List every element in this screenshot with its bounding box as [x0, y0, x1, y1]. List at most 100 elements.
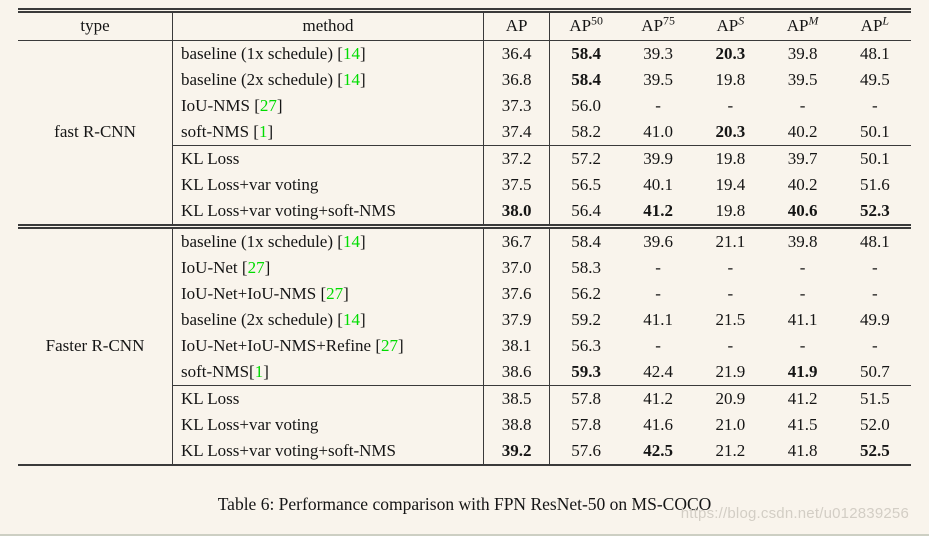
value-cell: 21.9: [715, 361, 746, 381]
watermark-text: https://blog.csdn.net/u012839256: [680, 505, 909, 522]
value-cell: 59.3: [571, 361, 601, 381]
citation-link[interactable]: 14: [342, 231, 360, 251]
citation-link[interactable]: 27: [381, 335, 399, 355]
type-cell: Faster R-CNN: [18, 224, 174, 465]
value-cell: 52.0: [859, 414, 890, 434]
table-row: IoU-Net+IoU-NMS [27] 37.6 56.2 - - - -: [18, 281, 911, 307]
value-cell: 37.4: [483, 119, 551, 146]
value-cell: 41.2: [622, 385, 695, 412]
value-cell: 19.8: [715, 69, 746, 89]
value-cell: 38.0: [483, 198, 551, 227]
value-cell: 56.4: [571, 200, 601, 220]
col-header-ap75: AP75: [622, 10, 695, 41]
table-row: KL Loss+var voting+soft-NMS 39.2 57.6 42.5 2…: [18, 438, 911, 465]
value-cell: 41.5: [787, 414, 818, 434]
col-header-ap: AP: [483, 10, 551, 41]
paper-page: type method AP AP50 AP75 APS APM APL fast R-CNN…: [0, 8, 929, 536]
value-cell: 36.7: [483, 224, 551, 255]
value-cell: 39.7: [766, 145, 839, 172]
value-cell: 37.0: [483, 255, 551, 281]
method-cell: KL Loss+var voting: [172, 412, 485, 438]
table-row: soft-NMS[1] 38.6 59.3 42.4 21.9 41.9 50.7: [18, 359, 911, 386]
value-cell: 50.1: [859, 121, 890, 141]
value-cell: 39.9: [622, 145, 695, 172]
value-cell: 52.5: [859, 440, 890, 460]
method-cell: baseline (1x schedule) [14]: [172, 40, 485, 67]
table-row: KL Loss+var voting+soft-NMS 38.0 56.4 41.2 1…: [18, 198, 911, 227]
value-cell: 19.8: [694, 145, 767, 172]
value-cell: 58.4: [549, 224, 622, 255]
citation-link[interactable]: 14: [342, 69, 360, 89]
value-cell: 41.2: [766, 385, 839, 412]
table-row: KL Loss 37.2 57.2 39.9 19.8 39.7 50.1: [18, 145, 911, 172]
value-cell: -: [799, 257, 806, 277]
value-cell: 36.8: [483, 67, 551, 93]
value-cell: 41.6: [643, 414, 673, 434]
value-cell: 19.8: [715, 200, 746, 220]
value-cell: 39.2: [483, 438, 551, 465]
value-cell: 38.6: [483, 359, 551, 386]
method-cell: KL Loss+var voting+soft-NMS: [172, 438, 485, 465]
header-row: type method AP AP50 AP75 APS APM APL: [18, 10, 911, 41]
citation-link[interactable]: 27: [259, 95, 277, 115]
value-cell: 21.2: [715, 440, 746, 460]
value-cell: 49.9: [859, 309, 890, 329]
value-cell: 57.8: [571, 414, 601, 434]
value-cell: 52.3: [859, 200, 890, 220]
value-cell: 40.1: [643, 174, 673, 194]
table-header-row: type method AP AP50 AP75 APS APM APL: [18, 10, 911, 41]
value-cell: 39.8: [766, 224, 839, 255]
value-cell: -: [872, 257, 878, 277]
value-cell: 21.1: [694, 224, 767, 255]
value-cell: 41.1: [787, 309, 818, 329]
table-body: fast R-CNN baseline (1x schedule) [14] 36.…: [18, 40, 911, 465]
value-cell: -: [655, 335, 661, 355]
method-cell: KL Loss+var voting+soft-NMS: [172, 198, 485, 227]
value-cell: 56.3: [571, 335, 601, 355]
citation-link[interactable]: 1: [258, 121, 268, 141]
col-header-method: method: [172, 10, 485, 41]
citation-link[interactable]: 1: [254, 361, 264, 381]
value-cell: 51.6: [859, 174, 890, 194]
value-cell: -: [727, 335, 734, 355]
value-cell: 57.6: [571, 440, 601, 460]
value-cell: 57.8: [549, 385, 622, 412]
method-cell: KL Loss: [172, 145, 485, 172]
table-row: baseline (2x schedule) [14] 37.9 59.2 41.1 2…: [18, 307, 911, 333]
method-cell: KL Loss: [172, 385, 485, 412]
value-cell: 36.4: [483, 40, 551, 67]
value-cell: 40.6: [787, 200, 818, 220]
method-cell: soft-NMS[1]: [172, 359, 485, 386]
value-cell: 38.1: [483, 333, 551, 359]
value-cell: -: [655, 257, 661, 277]
value-cell: -: [655, 95, 661, 115]
col-header-sup: L: [882, 13, 890, 28]
value-cell: 37.3: [483, 93, 551, 119]
value-cell: 40.2: [787, 174, 818, 194]
col-header-type: type: [18, 10, 174, 41]
value-cell: 20.9: [694, 385, 767, 412]
value-cell: 39.5: [643, 69, 673, 89]
table-row: fast R-CNN baseline (1x schedule) [14] 36.…: [18, 40, 911, 227]
value-cell: 56.5: [571, 174, 601, 194]
value-cell: -: [727, 95, 734, 115]
col-header-sup: 75: [663, 13, 675, 28]
table-row: KL Loss+var voting 38.8 57.8 41.6 21.0 41.5 52…: [18, 412, 911, 438]
citation-link[interactable]: 14: [342, 309, 360, 329]
value-cell: 40.2: [787, 121, 818, 141]
results-table: type method AP AP50 AP75 APS APM APL fast R-CNN…: [18, 8, 911, 466]
value-cell: 56.0: [571, 95, 601, 115]
value-cell: 21.0: [715, 414, 746, 434]
table-row: IoU-Net+IoU-NMS+Refine [27] 38.1 56.3 - - - -: [18, 333, 911, 359]
col-header-ap50: AP50: [549, 10, 622, 41]
table-row: baseline (2x schedule) [14] 36.8 58.4 39.5 1…: [18, 67, 911, 93]
col-header-aps: APS: [694, 10, 767, 41]
value-cell: 39.3: [643, 43, 673, 63]
value-cell: 37.6: [483, 281, 551, 307]
citation-link[interactable]: 14: [342, 43, 360, 63]
citation-link[interactable]: 27: [326, 283, 344, 303]
method-cell: baseline (1x schedule) [14]: [172, 224, 485, 255]
value-cell: 56.2: [571, 283, 601, 303]
citation-link[interactable]: 27: [247, 257, 265, 277]
method-cell: baseline (2x schedule) [14]: [172, 67, 485, 93]
